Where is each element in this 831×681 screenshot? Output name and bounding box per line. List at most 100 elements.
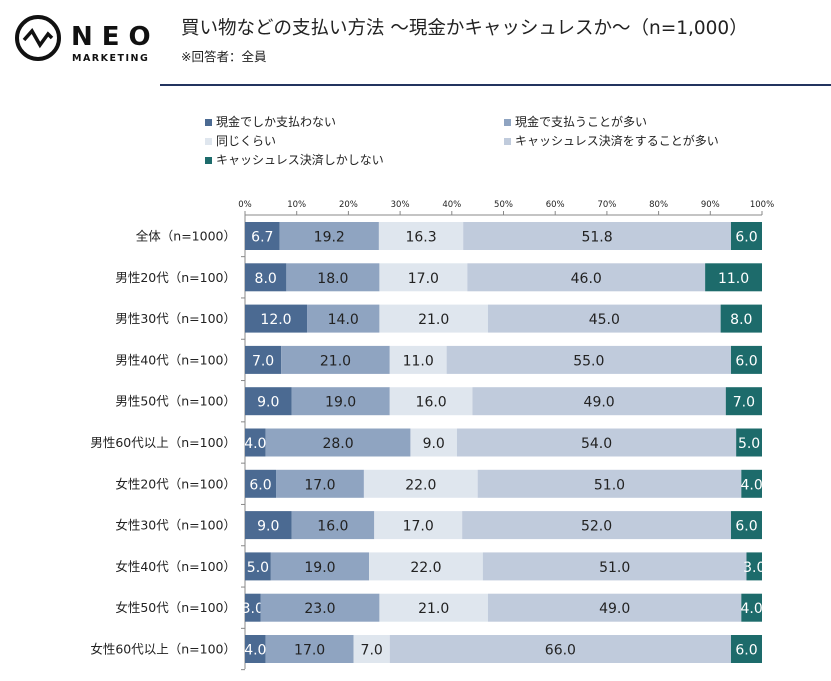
bar-segment xyxy=(281,345,390,374)
bar-segment xyxy=(741,593,762,622)
data-label: 46.0 xyxy=(571,271,602,287)
bar-segment xyxy=(378,222,464,250)
bar-segment xyxy=(245,635,266,663)
x-tick-label: 0% xyxy=(238,200,252,210)
bar-segment xyxy=(389,387,473,416)
data-label: 55.0 xyxy=(573,353,604,369)
bar-segment xyxy=(736,428,762,457)
bar-segment xyxy=(369,552,483,581)
data-label: 54.0 xyxy=(581,436,612,452)
data-label: 19.0 xyxy=(304,560,335,576)
legend-swatch-2 xyxy=(205,138,212,145)
bar-segment xyxy=(446,345,731,374)
legend-swatch-0 xyxy=(205,119,212,126)
legend-swatch-1 xyxy=(504,119,511,126)
data-label: 49.0 xyxy=(584,395,615,411)
data-label: 8.0 xyxy=(730,312,752,328)
data-label: 11.0 xyxy=(718,271,749,287)
bar-segment xyxy=(265,635,354,663)
bar-segment xyxy=(245,593,261,622)
logo-wave-icon xyxy=(22,28,54,49)
data-label: 66.0 xyxy=(545,643,576,659)
data-label: 9.0 xyxy=(257,395,279,411)
bar-segment xyxy=(245,387,292,416)
data-label: 6.0 xyxy=(249,477,271,493)
legend-label-3: キャッシュレス決済をすることが多い xyxy=(515,133,719,148)
bar-segment xyxy=(353,635,390,663)
bar-segment xyxy=(462,511,731,540)
data-label: 5.0 xyxy=(247,560,269,576)
bar-segment xyxy=(730,345,762,374)
bar-segment xyxy=(456,428,737,457)
x-tick-label: 50% xyxy=(494,200,513,210)
bar-segment xyxy=(730,635,762,663)
page-subtitle: ※回答者：全員 xyxy=(181,49,267,64)
category-label: 女性20代（n=100） xyxy=(115,476,236,491)
category-label: 全体（n=1000） xyxy=(136,229,236,244)
legend-label-2: 同じくらい xyxy=(216,134,276,148)
data-label: 6.0 xyxy=(735,643,757,659)
data-label: 28.0 xyxy=(322,436,353,452)
legend-swatch-4 xyxy=(205,157,212,164)
bar-segment xyxy=(379,593,488,622)
bar-segment xyxy=(487,593,742,622)
bar-segment xyxy=(477,469,742,498)
bar-segment xyxy=(410,428,457,457)
bar-segment xyxy=(276,469,364,498)
bar-segment xyxy=(467,263,706,292)
category-label: 男性60代以上（n=100） xyxy=(90,435,236,450)
data-label: 51.8 xyxy=(581,230,612,246)
neo-marketing-logo: NEO MARKETING xyxy=(14,14,159,68)
data-label: 7.0 xyxy=(361,643,383,659)
x-tick-label: 40% xyxy=(442,200,461,210)
bar-segment xyxy=(286,263,380,292)
bar-segment xyxy=(463,222,731,250)
category-label: 男性40代（n=100） xyxy=(115,352,236,367)
data-label: 49.0 xyxy=(599,601,630,617)
bar-segment xyxy=(279,222,379,250)
logo-name: NEO xyxy=(71,22,159,52)
category-label: 女性30代（n=100） xyxy=(115,518,236,533)
data-label: 3.0 xyxy=(743,560,765,576)
bar-segment xyxy=(472,387,726,416)
bar-segment xyxy=(291,387,390,416)
bar-segment xyxy=(245,511,292,540)
category-label: 女性40代（n=100） xyxy=(115,559,236,574)
data-label: 6.0 xyxy=(735,353,757,369)
data-label: 6.7 xyxy=(251,230,273,246)
data-label: 7.0 xyxy=(733,395,755,411)
bar-segment xyxy=(265,428,411,457)
bar-segment xyxy=(741,469,762,498)
logo-sub: MARKETING xyxy=(72,53,149,64)
data-label: 5.0 xyxy=(738,436,760,452)
data-label: 9.0 xyxy=(423,436,445,452)
data-label: 16.0 xyxy=(416,395,447,411)
x-tick-label: 30% xyxy=(391,200,410,210)
data-label: 21.0 xyxy=(418,312,449,328)
x-tick-label: 90% xyxy=(701,200,720,210)
category-label: 男性30代（n=100） xyxy=(115,311,236,326)
bar-segment xyxy=(291,511,375,540)
legend-label-1: 現金で支払うことが多い xyxy=(515,114,647,129)
category-label: 男性50代（n=100） xyxy=(115,394,236,409)
bar-segment xyxy=(746,552,762,581)
x-tick-label: 100% xyxy=(750,200,774,210)
bar-segment xyxy=(245,469,277,498)
data-label: 4.0 xyxy=(741,601,763,617)
data-label: 8.0 xyxy=(255,271,277,287)
data-label: 23.0 xyxy=(304,601,335,617)
legend-label-4: キャッシュレス決済しかしない xyxy=(216,152,384,167)
bar-segment xyxy=(720,304,762,333)
bar-segment xyxy=(245,552,271,581)
data-label: 12.0 xyxy=(260,312,291,328)
bar-segment xyxy=(379,304,488,333)
bar-segment xyxy=(245,222,280,250)
data-label: 17.0 xyxy=(294,643,325,659)
x-tick-label: 80% xyxy=(649,200,668,210)
data-label: 9.0 xyxy=(257,519,279,535)
bar-segment xyxy=(307,304,380,333)
header-divider xyxy=(160,84,831,86)
data-label: 22.0 xyxy=(410,560,441,576)
data-label: 17.0 xyxy=(403,519,434,535)
